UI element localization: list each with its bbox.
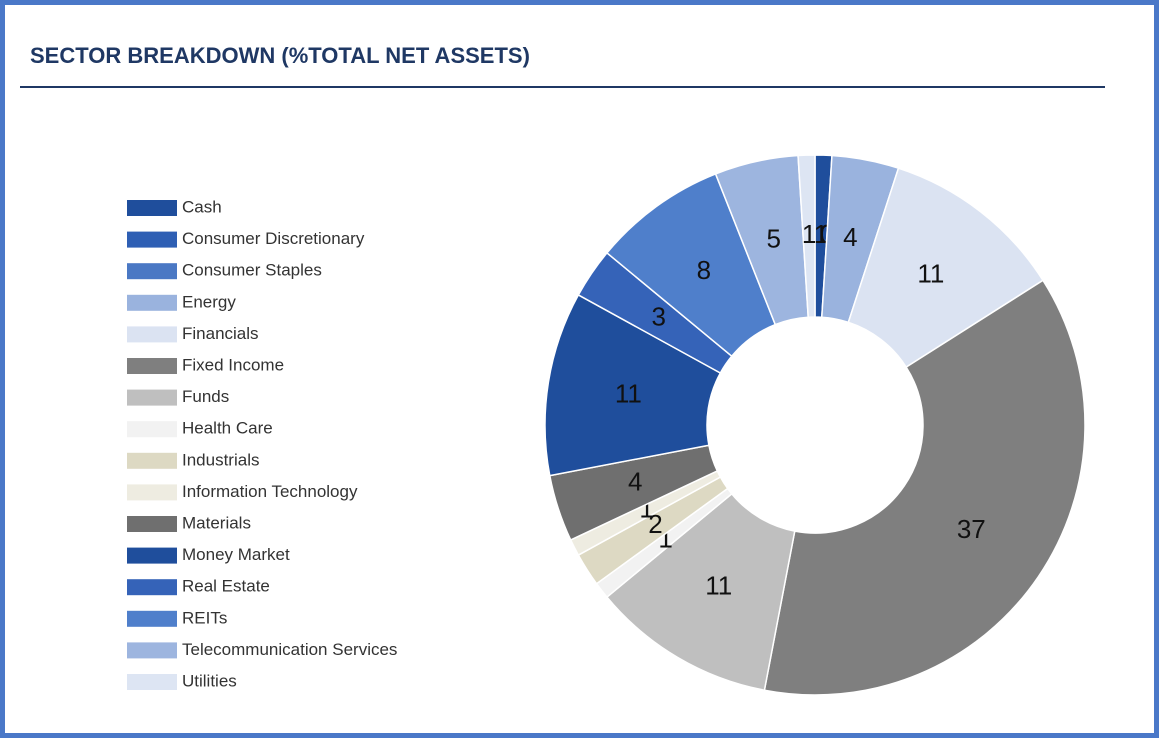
slice-label: 11 xyxy=(917,259,944,289)
legend-swatch xyxy=(127,579,177,596)
legend-label: Fixed Income xyxy=(182,355,284,374)
legend-label: Consumer Staples xyxy=(182,261,322,280)
legend-swatch xyxy=(127,358,177,374)
chart-title: SECTOR BREAKDOWN (%TOTAL NET ASSETS) xyxy=(30,43,530,68)
legend-label: Materials xyxy=(182,513,251,532)
slice-label: 11 xyxy=(615,378,642,408)
slice-label: 4 xyxy=(843,222,857,252)
legend-swatch xyxy=(127,231,177,248)
legend-label: Real Estate xyxy=(182,577,270,596)
legend-label: Industrials xyxy=(182,450,259,469)
legend-label: Energy xyxy=(182,292,236,311)
donut-slice xyxy=(544,293,722,477)
legend-swatch xyxy=(127,452,177,469)
legend-label: Information Technology xyxy=(182,482,358,501)
slice-label: 1 xyxy=(802,219,816,249)
legend-swatch xyxy=(127,389,177,406)
slice-label: 37 xyxy=(957,514,986,544)
legend-swatch xyxy=(127,263,177,280)
legend-label: Utilities xyxy=(182,671,237,690)
slice-label: 3 xyxy=(651,302,665,332)
legend-swatch xyxy=(127,294,177,311)
legend-label: Consumer Discretionary xyxy=(182,229,365,248)
legend-swatch xyxy=(127,610,177,627)
legend-label: Money Market xyxy=(182,545,290,564)
legend-swatch xyxy=(127,421,177,438)
donut-slice xyxy=(763,279,1086,696)
legend-label: Funds xyxy=(182,387,229,406)
legend-swatch xyxy=(127,326,177,343)
chart: SECTOR BREAKDOWN (%TOTAL NET ASSETS) Cas… xyxy=(20,43,1105,696)
slice-label: 5 xyxy=(767,223,781,253)
slice-label: 4 xyxy=(628,466,642,496)
slice-label: 2 xyxy=(648,509,662,539)
slice-label: 8 xyxy=(697,255,711,285)
slice-label: 11 xyxy=(705,571,732,601)
legend-label: REITs xyxy=(182,608,227,627)
legend-swatch xyxy=(127,200,177,216)
legend-label: Cash xyxy=(182,197,222,216)
legend-swatch xyxy=(127,484,177,501)
legend-swatch xyxy=(127,516,177,532)
legend-label: Health Care xyxy=(182,419,273,438)
legend-label: Financials xyxy=(182,324,259,343)
legend-swatch xyxy=(127,547,177,564)
donut-slice xyxy=(605,492,796,692)
legend-label: Telecommunication Services xyxy=(182,640,397,659)
donut-slice xyxy=(847,167,1045,369)
slice-label: 1 xyxy=(814,219,828,249)
legend-swatch xyxy=(127,642,177,659)
donut-slice xyxy=(797,154,816,319)
legend-swatch xyxy=(127,674,177,690)
